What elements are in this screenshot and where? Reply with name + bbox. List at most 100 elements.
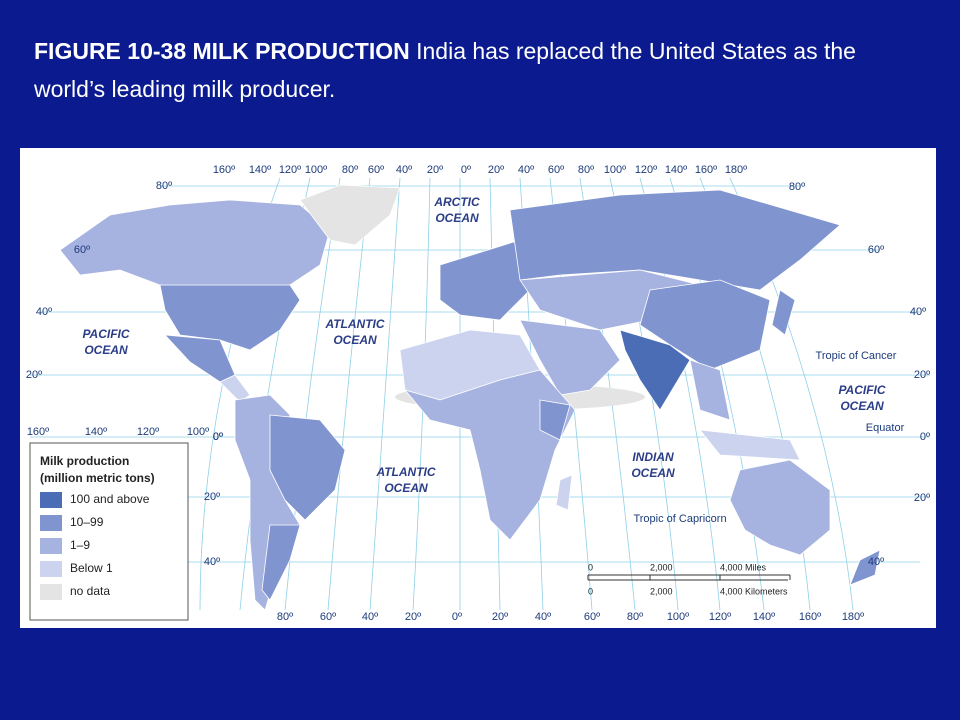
degree-label: 40º <box>518 164 534 176</box>
country <box>849 549 881 586</box>
scale-label: 0 <box>588 562 593 572</box>
degree-label: 0º <box>452 611 462 623</box>
legend-swatch <box>40 561 62 577</box>
degree-label: 100º <box>187 426 209 438</box>
legend-title: (million metric tons) <box>40 471 155 485</box>
reference-line-label: Tropic of Cancer <box>816 350 897 362</box>
degree-label: 20º <box>405 611 421 623</box>
degree-label: 20º <box>427 164 443 176</box>
degree-label: 40º <box>910 306 926 318</box>
scale-bar <box>587 574 791 581</box>
slide-title: FIGURE 10-38 MILK PRODUCTION India has r… <box>34 32 914 108</box>
ocean-label: OCEAN <box>840 399 884 413</box>
degree-label: 120º <box>279 164 301 176</box>
degree-label: 60º <box>548 164 564 176</box>
degree-label: 80º <box>789 181 805 193</box>
country <box>261 524 301 601</box>
ocean-label: ATLANTIC <box>375 465 435 479</box>
legend-label: 1–9 <box>70 538 90 552</box>
country <box>403 369 576 541</box>
degree-label: 160º <box>213 164 235 176</box>
degree-label: 120º <box>635 164 657 176</box>
degree-label: 140º <box>249 164 271 176</box>
title-text: India has replaced the United States as … <box>34 38 856 102</box>
ocean-label: ATLANTIC <box>324 317 384 331</box>
degree-label: 160º <box>695 164 717 176</box>
degree-label: 60º <box>74 244 90 256</box>
degree-label: 40º <box>362 611 378 623</box>
degree-label: 0º <box>461 164 471 176</box>
scale-label: 2,000 <box>650 562 673 572</box>
legend-label: 100 and above <box>70 492 150 506</box>
ocean-label: OCEAN <box>631 466 675 480</box>
ocean-label: OCEAN <box>333 333 377 347</box>
country <box>159 284 301 351</box>
degree-label: 40º <box>535 611 551 623</box>
degree-label: 40º <box>868 556 884 568</box>
degree-label: 40º <box>396 164 412 176</box>
country <box>555 474 573 511</box>
title-bold: FIGURE 10-38 MILK PRODUCTION <box>34 38 410 64</box>
degree-label: 20º <box>26 369 42 381</box>
ocean-label: PACIFIC <box>82 327 129 341</box>
degree-label: 100º <box>305 164 327 176</box>
legend-title: Milk production <box>40 454 129 468</box>
ocean-label: PACIFIC <box>838 383 885 397</box>
degree-label: 60º <box>368 164 384 176</box>
degree-label: 0º <box>920 431 930 443</box>
country <box>729 459 831 556</box>
scale-label: 4,000 Kilometers <box>720 586 788 596</box>
country <box>269 414 346 521</box>
country <box>699 429 801 461</box>
degree-label: 20º <box>488 164 504 176</box>
degree-label: 80º <box>627 611 643 623</box>
scale-label: 0 <box>588 586 593 596</box>
ocean-label: ARCTIC <box>433 195 480 209</box>
degree-label: 120º <box>709 611 731 623</box>
reference-line-label: Equator <box>866 422 905 434</box>
country <box>619 329 691 411</box>
degree-label: 40º <box>204 556 220 568</box>
degree-label: 160º <box>799 611 821 623</box>
country <box>299 184 401 246</box>
country <box>59 199 331 291</box>
legend-swatch <box>40 515 62 531</box>
degree-label: 80º <box>578 164 594 176</box>
degree-label: 20º <box>914 492 930 504</box>
degree-label: 20º <box>204 491 220 503</box>
legend-swatch <box>40 538 62 554</box>
ocean-label: OCEAN <box>384 481 428 495</box>
degree-label: 60º <box>320 611 336 623</box>
ocean-label: OCEAN <box>84 343 128 357</box>
degree-label: 140º <box>665 164 687 176</box>
degree-label: 80º <box>156 180 172 192</box>
degree-label: 180º <box>842 611 864 623</box>
scale-label: 4,000 Miles <box>720 562 767 572</box>
degree-label: 40º <box>36 306 52 318</box>
country <box>539 399 571 441</box>
degree-label: 140º <box>85 426 107 438</box>
country <box>639 279 771 371</box>
degree-label: 180º <box>725 164 747 176</box>
degree-label: 0º <box>213 431 223 443</box>
degree-label: 0º <box>213 431 223 443</box>
degree-label: 20º <box>914 369 930 381</box>
country <box>771 289 796 336</box>
degree-label: 140º <box>753 611 775 623</box>
reference-line-label: Tropic of Capricorn <box>633 513 726 525</box>
degree-label: 160º <box>27 426 49 438</box>
legend-label: 10–99 <box>70 515 104 529</box>
degree-label: 100º <box>667 611 689 623</box>
ocean-label: INDIAN <box>632 450 674 464</box>
legend-swatch <box>40 584 62 600</box>
country <box>509 189 841 291</box>
countries <box>59 184 881 611</box>
scale-label: 2,000 <box>650 586 673 596</box>
legend-swatch <box>40 492 62 508</box>
country <box>219 374 251 403</box>
legend-label: Below 1 <box>70 561 113 575</box>
degree-label: 20º <box>492 611 508 623</box>
legend-label: no data <box>70 584 110 598</box>
